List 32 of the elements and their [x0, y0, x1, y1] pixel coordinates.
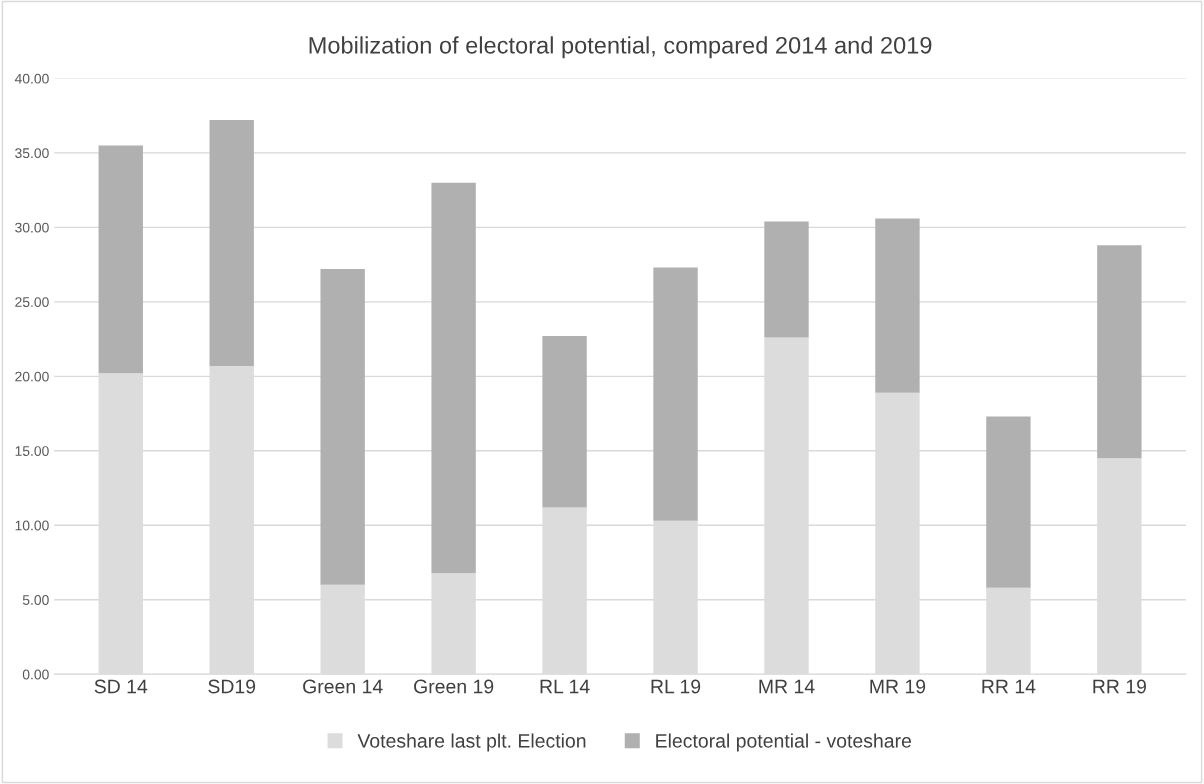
y-tick-label: 40.00 [14, 73, 49, 84]
y-tick-label: 15.00 [15, 446, 49, 456]
bar [209, 120, 254, 366]
legend-label: Voteshare last plt. Election [357, 733, 586, 752]
y-tick-label: 20.00 [15, 371, 49, 382]
x-tick-label: Green 19 [414, 679, 494, 694]
bar [875, 218, 920, 393]
bar [542, 336, 587, 508]
x-tick-label: Green 14 [303, 679, 383, 694]
y-tick-label: 10.00 [15, 520, 49, 531]
x-tick-label: SD 14 [94, 679, 148, 694]
bar [431, 182, 476, 573]
x-tick-label: RR 14 [982, 679, 1036, 694]
y-tick-label: 30.00 [15, 222, 49, 233]
x-tick-label: MR 19 [870, 679, 926, 694]
chart-title: Mobilization of electoral potential, compared 2014 and 2019 [309, 36, 932, 59]
bar [653, 267, 698, 521]
legend-label: Electoral potential - voteshare [656, 733, 911, 752]
y-tick-label: 25.00 [15, 297, 49, 308]
bar [320, 269, 365, 585]
y-tick-label: 5.00 [22, 595, 49, 605]
bar [1097, 245, 1142, 459]
y-tick-label: 35.00 [15, 148, 49, 159]
x-tick-label: RL 14 [540, 679, 590, 694]
x-tick-label: SD19 [208, 679, 256, 694]
bar [98, 145, 143, 374]
x-tick-label: RR 19 [1093, 679, 1146, 694]
x-tick-label: RL 19 [651, 679, 701, 694]
x-tick-label: MR 14 [759, 679, 815, 694]
y-tick-label: 0.00 [22, 669, 49, 680]
bar [764, 221, 809, 338]
bar [986, 416, 1031, 588]
